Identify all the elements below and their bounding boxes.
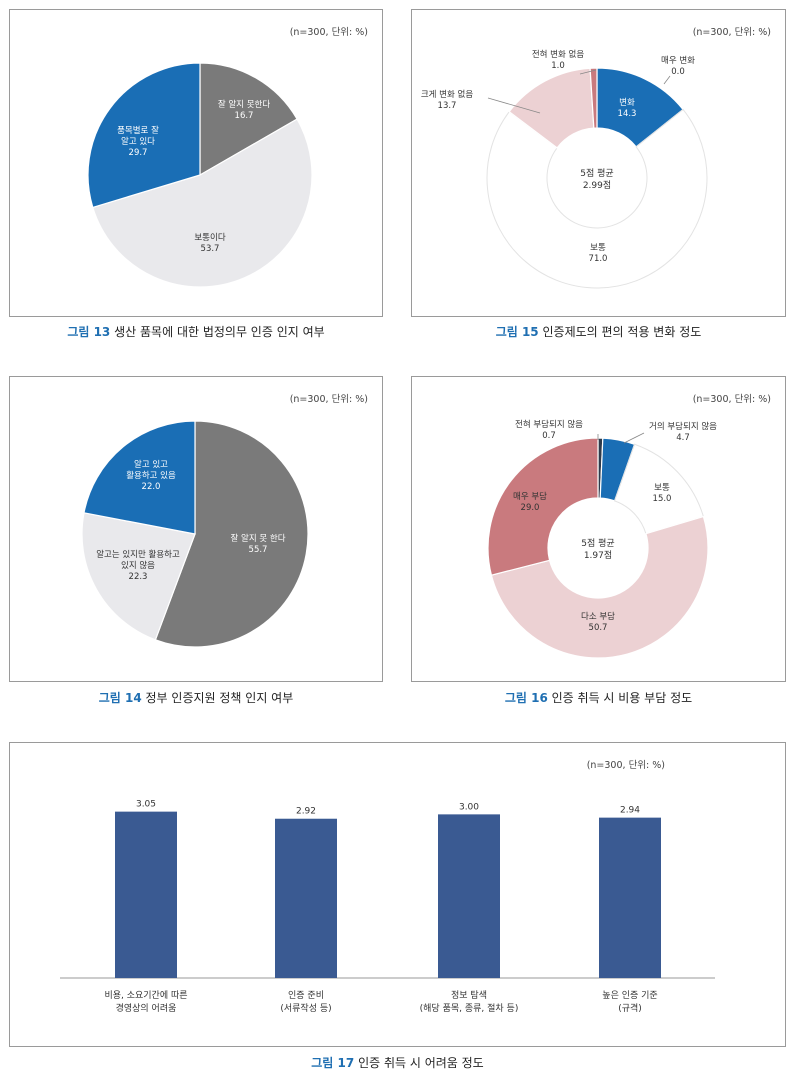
fig13-slice-2 xyxy=(87,62,201,209)
fig14-slice-1 xyxy=(81,512,196,641)
fig15-leader-line-0 xyxy=(663,75,671,85)
fig13-chart: 잘 알지 못한다 16.7 보통이다 53.7 품목별로 잘 알고 있다 29.7 xyxy=(87,62,313,288)
fig13-label-0: 잘 알지 못한다 16.7 xyxy=(218,99,271,121)
fig16-slice-4 xyxy=(487,437,599,576)
fig14-label-0: 잘 알지 못 한다 55.7 xyxy=(230,533,285,555)
fig16-caption-text: 인증 취득 시 비용 부담 정도 xyxy=(551,691,693,705)
fig15-caption-text: 인증제도의 편의 적용 변화 정도 xyxy=(542,325,702,339)
fig15-caption: 그림 15 인증제도의 편의 적용 변화 정도 xyxy=(411,323,786,340)
fig15-leader-line-3 xyxy=(487,97,541,114)
fig17-caption: 그림 17 인증 취득 시 어려움 정도 xyxy=(9,1054,786,1071)
fig16-center-label: 5점 평균 1.97점 xyxy=(581,537,614,561)
fig17-category-label-0: 비용, 소요기간에 따른 경영상의 어려움 xyxy=(104,990,187,1014)
fig17-bar-0 xyxy=(115,811,177,978)
fig16-label-1: 거의 부담되지 않음 4.7 xyxy=(649,421,717,443)
fig13-label-1: 보통이다 53.7 xyxy=(194,232,225,254)
fig15-leader-line-4 xyxy=(579,69,597,75)
fig17-value-label-2: 3.00 xyxy=(459,802,479,812)
fig15-label-4: 전혀 변화 없음 1.0 xyxy=(532,49,585,71)
fig17-chart: 3.05 비용, 소요기간에 따른 경영상의 어려움 2.92 인증 준비 (서류작성 등… xyxy=(60,800,715,1014)
fig16-leader-line-1 xyxy=(623,432,645,444)
fig17-category-label-3: 높은 인증 기준 (규격) xyxy=(602,990,657,1014)
fig17-category-label-2: 정보 탐색 (해당 품목, 종류, 절차 등) xyxy=(420,989,519,1014)
fig13-slice-0 xyxy=(199,62,298,177)
fig15-center-label: 5점 평균 2.99점 xyxy=(580,167,613,191)
fig16-note: (n=300, 단위: %) xyxy=(692,394,771,405)
fig17-category-label-1: 인증 준비 (서류작성 등) xyxy=(280,990,331,1014)
fig13-panel: (n=300, 단위: %) 잘 알지 못한다 16.7 보통이다 53.7 품목별로 … xyxy=(9,9,383,317)
fig15-label-0: 매우 변화 0.0 xyxy=(661,55,695,77)
fig17-panel: (n=300, 단위: %) 3.05 비용, 소요기간에 따른 경영상의 어려움 2… xyxy=(9,742,786,1047)
fig16-caption-number: 그림 16 xyxy=(504,691,548,705)
fig14-panel: (n=300, 단위: %) 잘 알지 못 한다 55.7 알고는 있지만 활용하고… xyxy=(9,376,383,682)
fig13-label-2: 품목별로 잘 알고 있다 29.7 xyxy=(117,125,159,158)
fig15-slice-4 xyxy=(589,67,598,129)
fig15-slice-2 xyxy=(486,108,708,289)
fig13-caption-text: 생산 품목에 대한 법정의무 인증 인지 여부 xyxy=(114,325,325,339)
fig14-caption-text: 정부 인증지원 정책 인지 여부 xyxy=(145,691,294,705)
fig17-bar-1 xyxy=(275,818,337,978)
fig15-label-2: 보통 71.0 xyxy=(589,243,608,264)
fig14-slice-2 xyxy=(83,420,196,535)
fig15-label-3: 크게 변화 없음 13.7 xyxy=(421,89,474,111)
fig16-label-3: 다소 부담 50.7 xyxy=(581,611,615,633)
fig16-caption: 그림 16 인증 취득 시 비용 부담 정도 xyxy=(411,689,786,706)
fig14-caption-number: 그림 14 xyxy=(98,691,142,705)
fig13-caption-number: 그림 13 xyxy=(67,325,111,339)
fig16-slice-3 xyxy=(490,515,709,659)
fig15-note: (n=300, 단위: %) xyxy=(692,27,771,38)
fig13-caption: 그림 13 생산 품목에 대한 법정의무 인증 인지 여부 xyxy=(9,323,383,340)
fig16-panel: (n=300, 단위: %) 전혀 부담되지 않음 0.7 거의 부담되지 않음 4.… xyxy=(411,376,786,682)
fig16-label-0: 전혀 부담되지 않음 0.7 xyxy=(515,419,583,441)
fig15-caption-number: 그림 15 xyxy=(495,325,539,339)
fig17-value-label-1: 2.92 xyxy=(296,807,316,817)
fig15-panel: (n=300, 단위: %) 매우 변화 0.0 변화 14.3 보통 71.0 크게 변화… xyxy=(411,9,786,317)
fig16-label-2: 보통 15.0 xyxy=(653,483,672,504)
fig15-chart: 매우 변화 0.0 변화 14.3 보통 71.0 크게 변화 없음 13.7 전혀 변화 없음… xyxy=(421,49,708,289)
fig14-label-1: 알고는 있지만 활용하고 있지 않음 22.3 xyxy=(96,549,180,582)
fig15-label-1: 변화 14.3 xyxy=(618,97,637,119)
fig17-note: (n=300, 단위: %) xyxy=(586,760,665,771)
fig17-bar-2 xyxy=(438,814,500,978)
fig14-caption: 그림 14 정부 인증지원 정책 인지 여부 xyxy=(9,689,383,706)
fig17-bar-3 xyxy=(599,817,661,978)
fig17-value-label-3: 2.94 xyxy=(620,806,640,816)
fig14-slice-0 xyxy=(154,420,309,648)
fig14-label-2: 알고 있고 활용하고 있음 22.0 xyxy=(126,459,176,492)
fig13-slice-1 xyxy=(92,118,313,288)
fig16-chart: 전혀 부담되지 않음 0.7 거의 부담되지 않음 4.7 보통 15.0 다소 부담 50.… xyxy=(487,419,717,659)
fig13-note: (n=300, 단위: %) xyxy=(289,27,368,38)
fig16-label-4: 매우 부담 29.0 xyxy=(513,491,547,513)
fig14-note: (n=300, 단위: %) xyxy=(289,394,368,405)
fig17-caption-text: 인증 취득 시 어려움 정도 xyxy=(358,1056,484,1070)
fig14-chart: 잘 알지 못 한다 55.7 알고는 있지만 활용하고 있지 않음 22.3 알고 있고 활… xyxy=(81,420,309,648)
fig17-value-label-0: 3.05 xyxy=(136,800,156,810)
fig17-caption-number: 그림 17 xyxy=(311,1056,355,1070)
